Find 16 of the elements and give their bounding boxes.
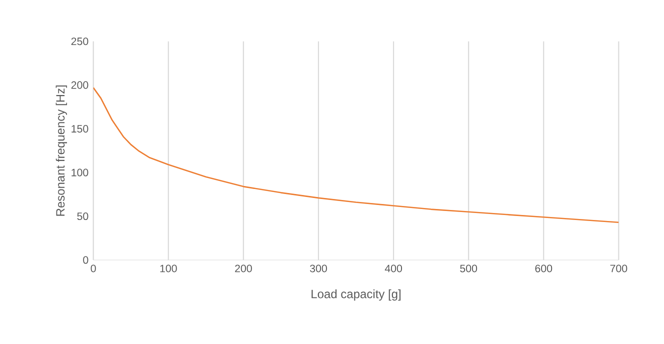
- y-tick-label: 100: [72, 168, 88, 176]
- y-tick-label: 250: [71, 38, 88, 46]
- x-axis-title: Load capacity [g]: [312, 289, 400, 301]
- y-tick-label: 150: [72, 125, 88, 133]
- y-tick-label: 0: [83, 256, 88, 264]
- x-tick-label: 100: [160, 264, 177, 272]
- x-tick-label: 500: [460, 264, 478, 272]
- x-tick-label: 0: [90, 264, 96, 272]
- y-tick-label: 200: [71, 81, 88, 89]
- y-tick-label: 50: [77, 212, 88, 220]
- x-tick-label: 200: [235, 264, 252, 272]
- x-tick-label: 700: [610, 264, 628, 272]
- x-tick-label: 400: [384, 264, 402, 272]
- x-tick-label: 600: [535, 264, 552, 272]
- y-axis-title: Resonant frequency [Hz]: [56, 86, 68, 216]
- x-tick-label: 300: [310, 264, 327, 272]
